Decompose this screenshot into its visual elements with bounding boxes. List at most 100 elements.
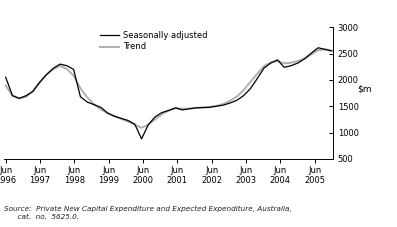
Trend bbox=[234, 95, 239, 98]
Seasonally adjusted bbox=[309, 52, 314, 54]
Trend bbox=[254, 73, 259, 75]
Trend bbox=[44, 73, 49, 76]
Line: Trend: Trend bbox=[6, 49, 332, 128]
Seasonally adjusted bbox=[139, 138, 144, 140]
Seasonally adjusted bbox=[200, 106, 205, 109]
Trend bbox=[214, 105, 219, 107]
Trend bbox=[207, 106, 212, 108]
Seasonally adjusted bbox=[51, 67, 56, 70]
Seasonally adjusted bbox=[262, 67, 266, 70]
Seasonally adjusted bbox=[227, 102, 232, 104]
Trend bbox=[153, 118, 158, 121]
Trend bbox=[112, 115, 117, 118]
Seasonally adjusted bbox=[275, 59, 280, 61]
Trend bbox=[37, 81, 42, 83]
Seasonally adjusted bbox=[214, 105, 219, 108]
Trend bbox=[309, 53, 314, 56]
Seasonally adjusted bbox=[17, 97, 22, 100]
Seasonally adjusted bbox=[44, 73, 49, 76]
Trend bbox=[125, 120, 130, 123]
Line: Seasonally adjusted: Seasonally adjusted bbox=[6, 48, 332, 139]
Seasonally adjusted bbox=[153, 115, 158, 118]
Trend bbox=[221, 103, 225, 106]
Seasonally adjusted bbox=[254, 77, 259, 80]
Seasonally adjusted bbox=[316, 46, 320, 49]
Seasonally adjusted bbox=[92, 103, 96, 106]
Seasonally adjusted bbox=[248, 87, 252, 90]
Seasonally adjusted bbox=[37, 81, 42, 84]
Seasonally adjusted bbox=[64, 64, 69, 67]
Seasonally adjusted bbox=[166, 109, 171, 112]
Trend bbox=[316, 49, 320, 52]
Seasonally adjusted bbox=[268, 62, 273, 64]
Trend bbox=[295, 59, 300, 62]
Y-axis label: $m: $m bbox=[357, 84, 372, 93]
Trend bbox=[193, 107, 198, 109]
Seasonally adjusted bbox=[125, 119, 130, 122]
Seasonally adjusted bbox=[98, 106, 103, 109]
Seasonally adjusted bbox=[289, 64, 293, 67]
Trend bbox=[302, 57, 307, 60]
Trend bbox=[58, 64, 62, 67]
Seasonally adjusted bbox=[193, 106, 198, 109]
Trend bbox=[160, 113, 164, 116]
Seasonally adjusted bbox=[31, 90, 35, 93]
Seasonally adjusted bbox=[330, 49, 334, 52]
Seasonally adjusted bbox=[105, 112, 110, 114]
Trend bbox=[268, 61, 273, 64]
Trend bbox=[248, 81, 252, 83]
Trend bbox=[262, 65, 266, 68]
Trend bbox=[227, 100, 232, 102]
Trend bbox=[10, 94, 15, 97]
Text: Source:  Private New Capital Expenditure and Expected Expenditure, Australia,
  : Source: Private New Capital Expenditure … bbox=[4, 206, 292, 220]
Seasonally adjusted bbox=[282, 66, 287, 69]
Seasonally adjusted bbox=[160, 111, 164, 114]
Trend bbox=[139, 126, 144, 129]
Seasonally adjusted bbox=[234, 99, 239, 102]
Trend bbox=[64, 67, 69, 70]
Trend bbox=[132, 123, 137, 126]
Trend bbox=[92, 103, 96, 106]
Legend: Seasonally adjusted, Trend: Seasonally adjusted, Trend bbox=[100, 31, 207, 52]
Seasonally adjusted bbox=[119, 117, 123, 120]
Trend bbox=[173, 107, 178, 110]
Seasonally adjusted bbox=[302, 57, 307, 60]
Trend bbox=[289, 62, 293, 64]
Trend bbox=[166, 109, 171, 112]
Trend bbox=[200, 106, 205, 109]
Seasonally adjusted bbox=[173, 106, 178, 109]
Trend bbox=[180, 107, 185, 110]
Seasonally adjusted bbox=[146, 123, 151, 126]
Seasonally adjusted bbox=[295, 62, 300, 64]
Trend bbox=[241, 89, 246, 92]
Trend bbox=[187, 107, 191, 110]
Trend bbox=[330, 49, 334, 52]
Trend bbox=[119, 118, 123, 120]
Trend bbox=[98, 108, 103, 111]
Trend bbox=[282, 62, 287, 65]
Trend bbox=[105, 112, 110, 114]
Seasonally adjusted bbox=[85, 101, 90, 103]
Seasonally adjusted bbox=[112, 115, 117, 118]
Seasonally adjusted bbox=[207, 106, 212, 109]
Trend bbox=[71, 74, 76, 77]
Seasonally adjusted bbox=[241, 94, 246, 97]
Trend bbox=[275, 59, 280, 62]
Seasonally adjusted bbox=[132, 123, 137, 126]
Seasonally adjusted bbox=[58, 63, 62, 65]
Trend bbox=[51, 68, 56, 71]
Trend bbox=[3, 84, 8, 87]
Seasonally adjusted bbox=[71, 68, 76, 71]
Trend bbox=[323, 48, 328, 51]
Trend bbox=[24, 95, 29, 98]
Seasonally adjusted bbox=[78, 95, 83, 98]
Trend bbox=[85, 96, 90, 99]
Seasonally adjusted bbox=[221, 104, 225, 106]
Seasonally adjusted bbox=[187, 108, 191, 110]
Seasonally adjusted bbox=[3, 76, 8, 79]
Trend bbox=[17, 97, 22, 100]
Seasonally adjusted bbox=[10, 94, 15, 97]
Seasonally adjusted bbox=[180, 109, 185, 111]
Seasonally adjusted bbox=[323, 48, 328, 51]
Trend bbox=[146, 123, 151, 126]
